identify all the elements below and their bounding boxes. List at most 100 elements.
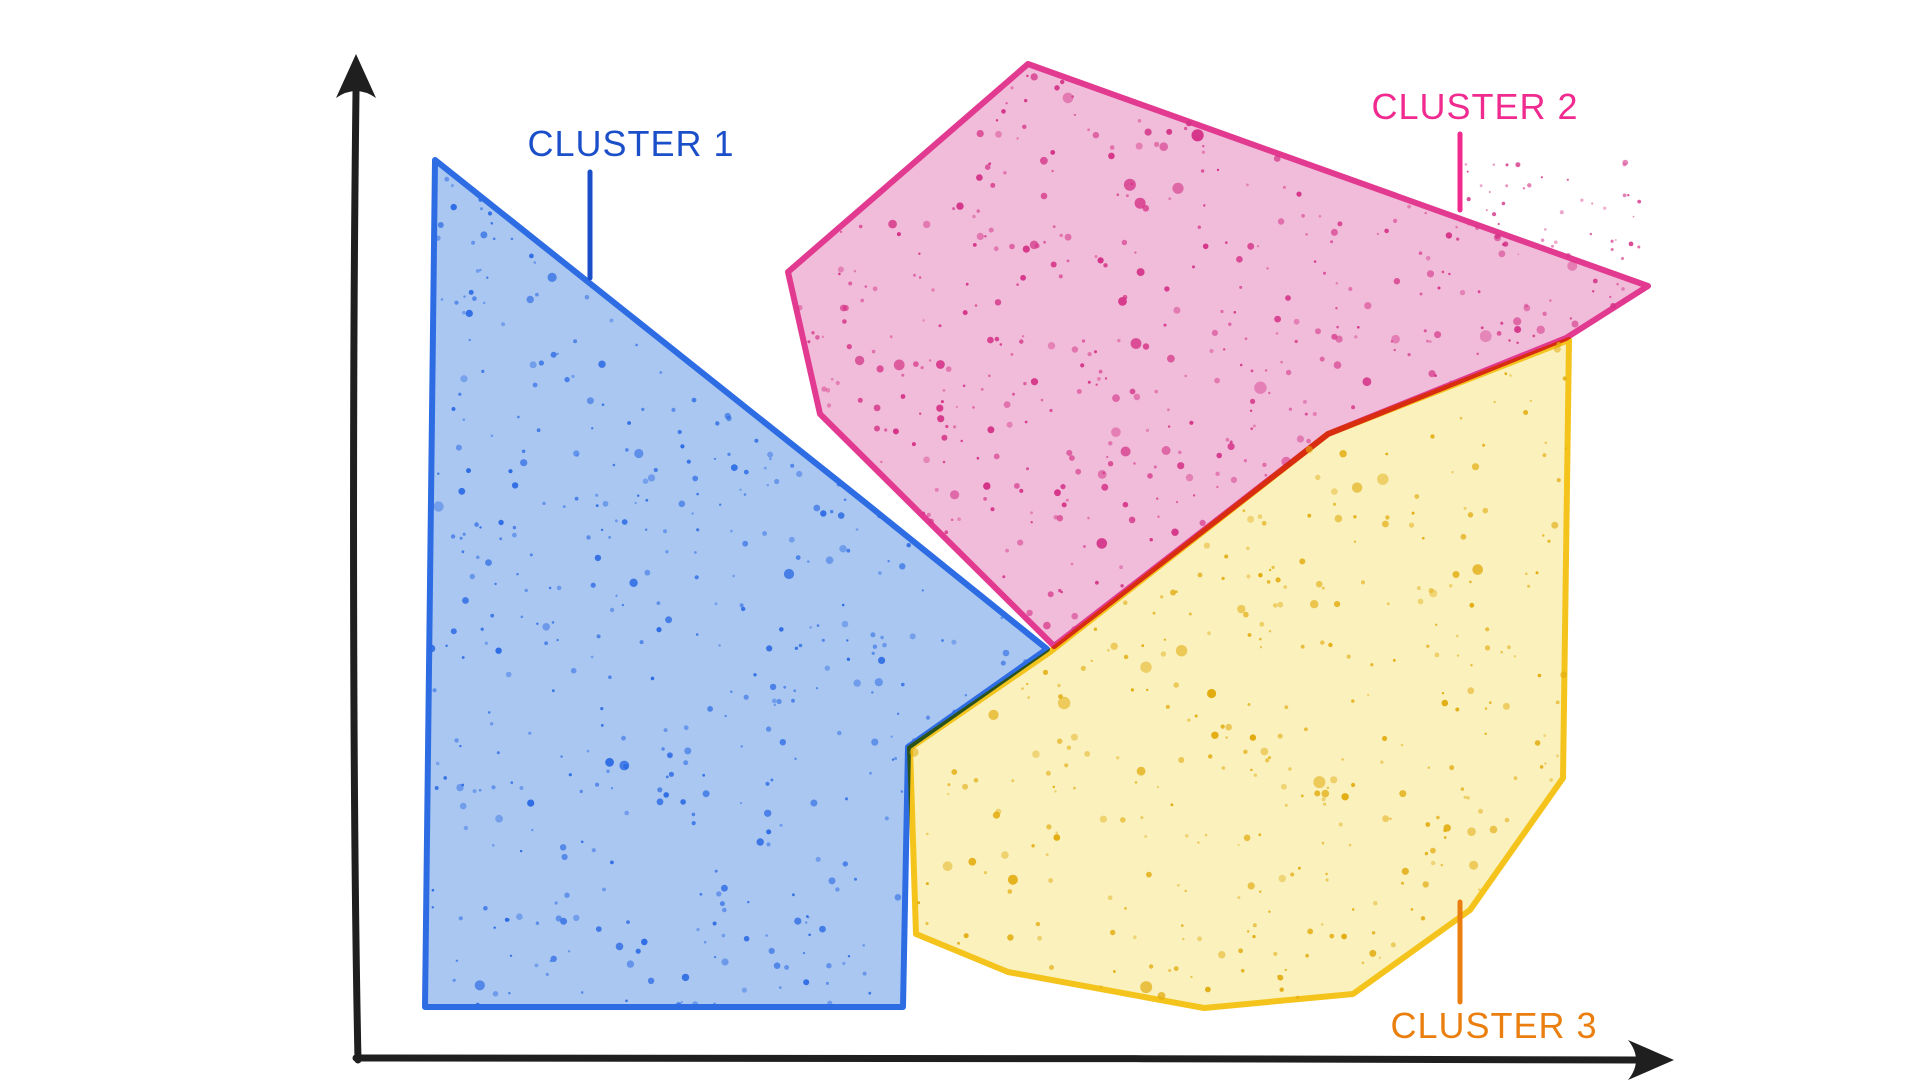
cluster-2-dot bbox=[988, 374, 991, 378]
cluster-2-dot bbox=[1264, 473, 1268, 477]
cluster-1-dot bbox=[627, 421, 631, 425]
cluster-3-dot bbox=[1310, 600, 1319, 609]
cluster-3-dot bbox=[1411, 511, 1415, 515]
cluster-3-dot bbox=[1416, 586, 1421, 591]
cluster-2-dot bbox=[953, 425, 957, 429]
cluster-2-dot bbox=[1250, 369, 1254, 373]
cluster-2-dot bbox=[1479, 330, 1492, 343]
cluster-1-dot bbox=[798, 643, 803, 648]
cluster-1-dot bbox=[820, 510, 827, 517]
cluster-2-dot bbox=[1524, 303, 1529, 308]
cluster-1-dot bbox=[623, 763, 629, 770]
cluster-2-spray-dot bbox=[1466, 170, 1469, 173]
cluster-1-dot bbox=[459, 536, 463, 540]
cluster-1-dot bbox=[874, 678, 883, 687]
cluster-2-dot bbox=[797, 305, 803, 311]
cluster-1-dot bbox=[564, 892, 570, 898]
cluster-2-spray-dot bbox=[1580, 198, 1584, 202]
cluster-2-dot bbox=[1080, 363, 1085, 368]
cluster-3-dot bbox=[1140, 816, 1144, 820]
cluster-1-dot bbox=[740, 745, 743, 748]
cluster-2-dot bbox=[1390, 340, 1394, 343]
cluster-1-dot bbox=[463, 295, 466, 298]
cluster-1-dot bbox=[790, 463, 795, 468]
cluster-1-dot bbox=[542, 501, 546, 506]
cluster-2-dot bbox=[1335, 282, 1339, 285]
cluster-1-dot bbox=[544, 641, 548, 646]
cluster-1-dot bbox=[485, 559, 492, 566]
cluster-3-dot bbox=[1341, 933, 1347, 940]
cluster-2-dot bbox=[1154, 389, 1158, 394]
cluster-1-dot bbox=[702, 790, 710, 798]
cluster-3-dot bbox=[1146, 688, 1149, 692]
cluster-1-dot bbox=[601, 403, 605, 407]
cluster-3-dot bbox=[1099, 815, 1107, 823]
cluster-1-dot bbox=[696, 528, 700, 532]
cluster-2-spray-dot bbox=[1517, 253, 1520, 256]
cluster-3-dot bbox=[1422, 881, 1429, 888]
cluster-2-dot bbox=[821, 335, 825, 338]
cluster-2-dot bbox=[1336, 325, 1339, 329]
cluster-3-dot bbox=[1351, 699, 1355, 703]
cluster-1-dot bbox=[498, 519, 504, 526]
cluster-3-dot bbox=[1441, 692, 1445, 695]
cluster-3-dot bbox=[1267, 756, 1272, 760]
cluster-3-dot bbox=[1238, 948, 1243, 954]
cluster-1-dot bbox=[773, 703, 776, 707]
cluster-1-dot bbox=[743, 469, 749, 475]
cluster-2-dot bbox=[1514, 326, 1522, 333]
cluster-1-dot bbox=[680, 799, 686, 805]
cluster-3-dot bbox=[1401, 881, 1404, 885]
cluster-2-dot bbox=[876, 365, 884, 373]
cluster-3-dot bbox=[1001, 851, 1009, 859]
cluster-1-dot bbox=[609, 318, 614, 323]
cluster-3-dot bbox=[1460, 533, 1467, 540]
cluster-1-dot bbox=[686, 459, 691, 464]
cluster-1-dot bbox=[496, 751, 500, 755]
cluster-1-dot bbox=[724, 714, 727, 718]
cluster-1-dot bbox=[855, 528, 859, 531]
cluster-2-dot bbox=[1211, 329, 1218, 336]
cluster-2-dot bbox=[1087, 352, 1092, 357]
cluster-3-dot bbox=[1220, 724, 1225, 729]
cluster-3-dot bbox=[1489, 825, 1498, 834]
cluster-2-dot bbox=[990, 507, 995, 512]
cluster-2-dot bbox=[928, 359, 932, 362]
cluster-3-dot bbox=[1470, 664, 1473, 667]
cluster-2-dot bbox=[1173, 306, 1181, 314]
cluster-2-dot bbox=[1567, 260, 1578, 271]
cluster-1-dot bbox=[534, 963, 539, 968]
cluster-2-dot bbox=[1224, 241, 1228, 245]
cluster-2-dot bbox=[1097, 377, 1101, 381]
cluster-3-dot bbox=[1469, 602, 1475, 608]
cluster-1-dot bbox=[532, 382, 538, 388]
cluster-3-dot bbox=[1052, 785, 1056, 789]
cluster-3-dot bbox=[1378, 956, 1382, 959]
cluster-1-dot bbox=[964, 694, 968, 697]
cluster-3-dot bbox=[1247, 703, 1251, 706]
cluster-1-dot bbox=[519, 786, 524, 790]
cluster-3-dot bbox=[1430, 434, 1435, 439]
cluster-3-dot bbox=[1045, 770, 1051, 776]
cluster-2-dot bbox=[1119, 565, 1123, 570]
cluster-3-dot bbox=[1288, 767, 1292, 771]
cluster-1-dot bbox=[824, 665, 830, 671]
cluster-3-dot bbox=[1304, 727, 1308, 732]
cluster-2-dot bbox=[1133, 393, 1141, 401]
cluster-1-dot bbox=[767, 451, 774, 458]
cluster-1-dot bbox=[476, 555, 480, 560]
cluster-2-dot bbox=[1216, 168, 1220, 172]
cluster-2-dot bbox=[1476, 352, 1479, 356]
cluster-2-dot bbox=[1009, 243, 1015, 250]
cluster-2-spray-dot bbox=[1455, 226, 1458, 229]
cluster-3-dot bbox=[1123, 600, 1128, 605]
cluster-2-dot bbox=[1239, 363, 1243, 367]
cluster-2-dot bbox=[1120, 446, 1131, 457]
cluster-2-dot bbox=[1195, 136, 1199, 141]
cluster-1-dot bbox=[602, 500, 609, 507]
cluster-3-dot bbox=[962, 783, 969, 790]
cluster-1-dot bbox=[580, 991, 584, 994]
cluster-1-dot bbox=[909, 633, 916, 640]
cluster-1-dot bbox=[722, 907, 727, 913]
cluster-2-dot bbox=[807, 340, 811, 344]
